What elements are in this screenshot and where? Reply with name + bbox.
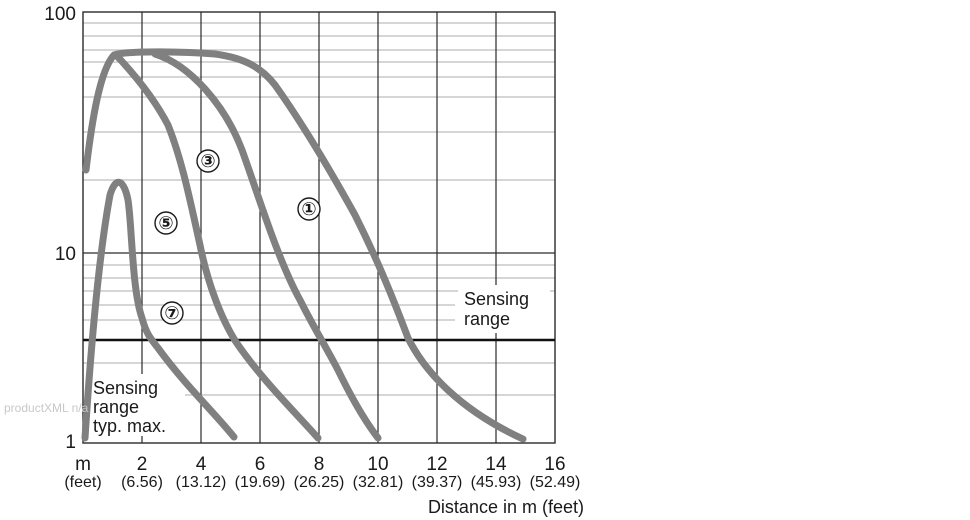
curves <box>81 48 527 443</box>
x-tick-feet-2: (6.56) <box>121 474 163 491</box>
curve-3 <box>151 50 382 442</box>
y-tick-1: 1 <box>65 432 76 453</box>
x-tick-12: 12 <box>426 454 447 475</box>
sensing-range-label-bg <box>458 285 550 333</box>
y-tick-10: 10 <box>55 244 76 265</box>
curve-label-1-text: ① <box>301 199 316 219</box>
x-ticks-m: m 2 4 6 8 10 12 14 16 <box>75 454 565 475</box>
x-tick-feet-16: (52.49) <box>530 474 581 491</box>
x-tick-m-unit: m <box>75 454 91 475</box>
x-tick-feet-8: (26.25) <box>294 474 345 491</box>
x-tick-6: 6 <box>255 454 266 475</box>
x-tick-10: 10 <box>367 454 388 475</box>
typmax-label-line3: typ. max. <box>93 416 166 436</box>
curve-label-5-text: ⑤ <box>158 213 173 233</box>
x-tick-14: 14 <box>485 454 507 475</box>
sensing-range-label-line1: Sensing <box>464 289 529 309</box>
x-tick-feet-14: (45.93) <box>471 474 522 491</box>
y-tick-100: 100 <box>44 4 76 25</box>
watermark: productXML n/a <box>4 401 89 415</box>
x-tick-2: 2 <box>137 454 148 475</box>
typmax-label-bg <box>92 374 182 436</box>
x-tick-feet-4: (13.12) <box>176 474 227 491</box>
x-tick-feet-unit: (feet) <box>64 474 101 491</box>
curve-label-7-text: ⑦ <box>164 303 179 323</box>
plot-frame <box>82 11 556 444</box>
sensing-range-label-line2: range <box>464 309 510 329</box>
x-ticks-feet: (feet) (6.56) (13.12) (19.69) (26.25) (3… <box>64 474 580 491</box>
x-tick-8: 8 <box>314 454 325 475</box>
x-tick-feet-6: (19.69) <box>235 474 286 491</box>
curve-label-3: ③ <box>196 149 220 173</box>
curve-label-3-text: ③ <box>200 151 215 171</box>
curve-label-1: ① <box>297 197 321 221</box>
curve-5 <box>112 51 322 442</box>
x-tick-feet-12: (39.37) <box>412 474 463 491</box>
curve-label-7: ⑦ <box>160 301 184 325</box>
x-tick-16: 16 <box>544 454 565 475</box>
x-tick-4: 4 <box>196 454 207 475</box>
typmax-label-line2: range <box>93 397 139 417</box>
typmax-label-line1: Sensing <box>93 378 158 398</box>
curve-7 <box>81 179 238 442</box>
x-tick-feet-10: (32.81) <box>353 474 404 491</box>
curve-label-5: ⑤ <box>154 211 178 235</box>
x-axis-title: Distance in m (feet) <box>428 497 584 517</box>
